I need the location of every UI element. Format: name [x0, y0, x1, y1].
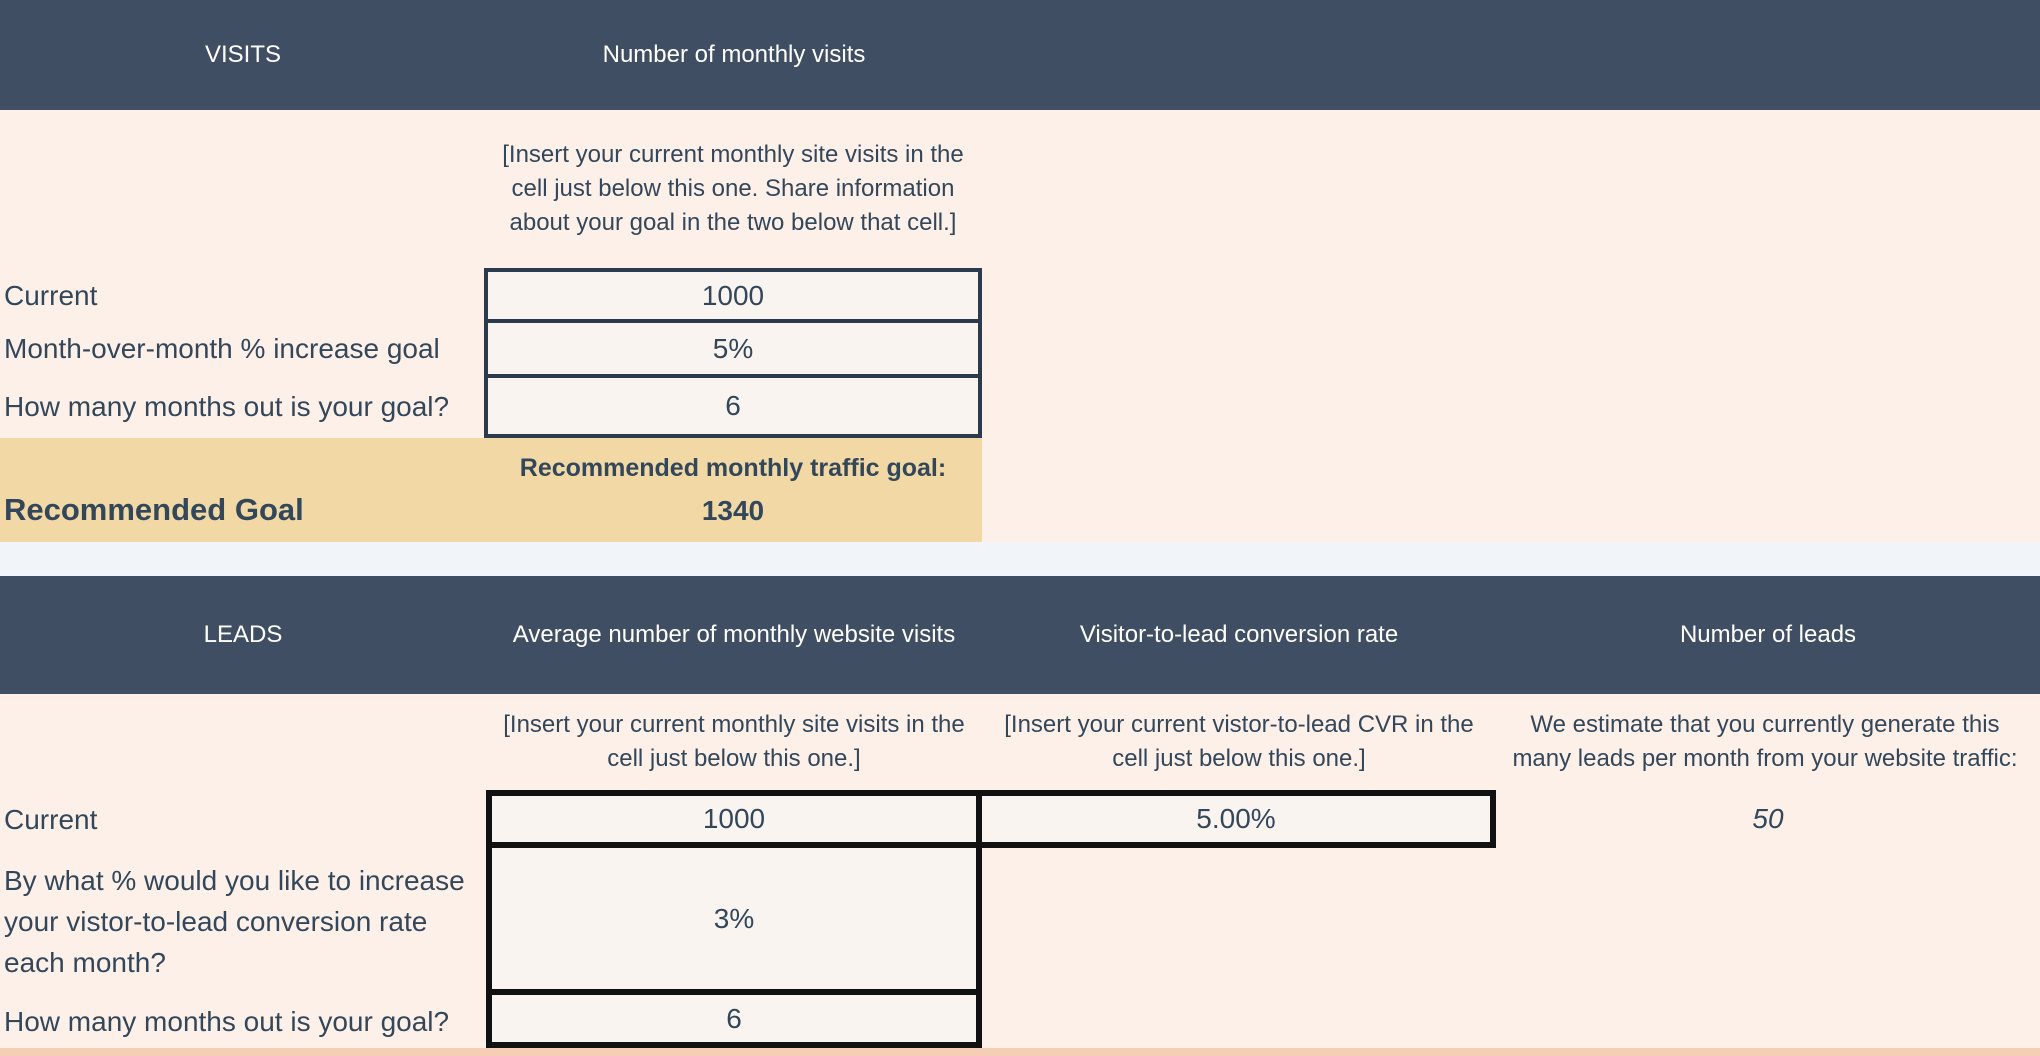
leads-col-header-num-leads: Number of leads: [1679, 621, 1857, 648]
leads-section-title: LEADS: [203, 621, 283, 648]
visits-instruction-note: [Insert your current monthly site visits…: [502, 141, 964, 236]
leads-instruction-cvr: [Insert your current vistor-to-lead CVR …: [1004, 711, 1474, 772]
leads-col-header-avg-visits: Average number of monthly website visits: [512, 621, 956, 648]
estimated-leads-value: 50: [1752, 803, 1784, 834]
recommended-goal-caption: Recommended monthly traffic goal:: [519, 453, 947, 482]
leads-row-label-months-out: How many months out is your goal?: [4, 1006, 450, 1037]
input-cell-months-out[interactable]: 6: [484, 374, 982, 438]
row-label-mom-increase: Month-over-month % increase goal: [4, 333, 440, 364]
leads-col-header-cvr: Visitor-to-lead conversion rate: [1079, 621, 1399, 648]
recommended-goal-row: Recommended Goal Recommended monthly tra…: [0, 438, 982, 542]
visits-header-row: VISITS Number of monthly visits: [0, 0, 2040, 110]
input-cell-current-visits[interactable]: 1000: [484, 268, 982, 323]
recommended-goal-label: Recommended Goal: [4, 492, 304, 527]
row-label-current: Current: [4, 280, 98, 311]
input-cell-mom-increase[interactable]: 5%: [484, 319, 982, 378]
leads-row-label-increase-cvr: By what % would you like to increase you…: [4, 865, 465, 978]
visits-section-title: VISITS: [204, 41, 282, 68]
recommended-goal-cell: Recommended monthly traffic goal: 1340: [484, 438, 982, 542]
input-cell-leads-cvr[interactable]: 5.00%: [976, 790, 1496, 848]
recommended-goal-value: 1340: [701, 494, 765, 526]
visits-col-header-monthly-visits: Number of monthly visits: [602, 41, 866, 68]
input-cell-leads-months-out[interactable]: 6: [486, 989, 982, 1048]
section-divider-band: [0, 542, 2040, 576]
leads-instruction-visits: [Insert your current monthly site visits…: [503, 711, 965, 772]
leads-estimate-note: We estimate that you currently generate …: [1512, 711, 2018, 772]
leads-header-row: LEADS Average number of monthly website …: [0, 576, 2040, 694]
bottom-accent-strip: [0, 1048, 2040, 1056]
row-label-months-out: How many months out is your goal?: [4, 390, 450, 422]
leads-row-label-current: Current: [4, 803, 98, 835]
input-cell-cvr-increase[interactable]: 3%: [486, 842, 982, 995]
input-cell-leads-avg-visits[interactable]: 1000: [486, 790, 982, 848]
